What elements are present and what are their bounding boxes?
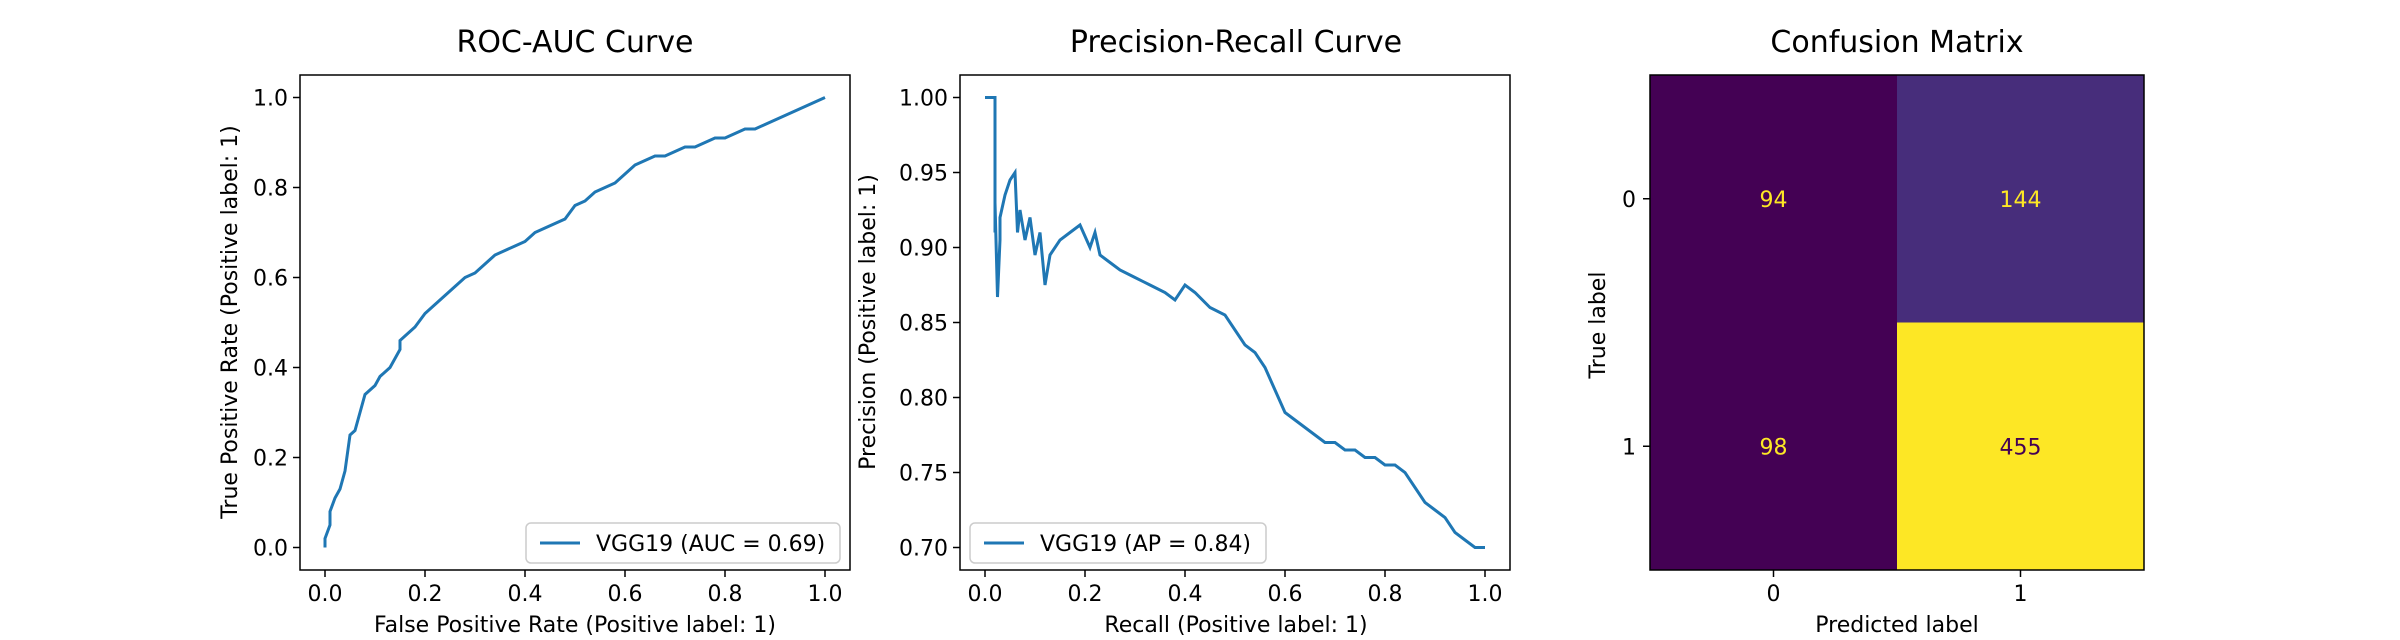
pr-y-tick-label: 0.95 [899,162,948,187]
cm-title: Confusion Matrix [1770,25,2023,60]
cm-cell-value: 94 [1760,188,1788,213]
roc-x-tick-label: 0.0 [308,582,343,607]
roc-legend-label: VGG19 (AUC = 0.69) [596,532,825,557]
roc-y-tick-label: 0.2 [253,447,288,472]
cm-y-tick-label: 0 [1622,188,1636,213]
pr-x-tick-label: 0.8 [1368,582,1403,607]
cm-cell-value: 144 [2000,188,2042,213]
cm-axes-frame [1649,74,2145,571]
cm-cell [1650,322,1897,570]
pr-x-tick-label: 1.0 [1468,582,1503,607]
pr-legend: VGG19 (AP = 0.84) [969,522,1267,564]
roc-axes-frame [299,74,851,571]
roc-y-tick-label: 0.6 [253,267,288,292]
pr-y-label: Precision (Positive label: 1) [856,174,881,470]
roc-panel: ROC-AUC Curve 0.0 0.2 0.4 0.6 0.8 1.0 0.00.20… [218,25,851,638]
roc-legend-box [525,522,841,564]
pr-x-tick-label: 0.2 [1068,582,1103,607]
roc-title: ROC-AUC Curve [456,25,693,60]
roc-x-tick-label: 0.8 [708,582,743,607]
roc-y-tick-label: 1.0 [253,87,288,112]
pr-y-tick-label: 0.70 [899,537,948,562]
cm-cell-value: 98 [1760,435,1788,460]
cm-x-tick-label: 1 [2014,582,2028,607]
cm-y-ticks: 01 [1622,188,1650,460]
pr-y-tick-label: 0.90 [899,237,948,262]
cm-y-tick-label: 1 [1622,435,1636,460]
roc-legend: VGG19 (AUC = 0.69) [525,522,841,564]
pr-curve [985,96,1485,549]
cm-cell [1897,75,2144,323]
roc-curve [323,96,826,548]
pr-x-tick-label: 0.6 [1268,582,1303,607]
roc-y-tick-label: 0.0 [253,537,288,562]
roc-x-tick-label: 0.6 [608,582,643,607]
pr-title: Precision-Recall Curve [1070,25,1402,60]
pr-x-ticks: 0.0 0.2 0.4 0.6 0.8 1.0 [968,570,1503,607]
pr-y-tick-label: 0.85 [899,312,948,337]
cm-x-label: Predicted label [1815,613,1978,638]
pr-x-label: Recall (Positive label: 1) [1104,613,1367,638]
pr-y-ticks: 0.70 0.75 0.80 0.85 0.90 0.95 1.00 [899,87,960,562]
roc-x-tick-label: 0.4 [508,582,543,607]
roc-y-label: True Positive Rate (Positive label: 1) [218,125,243,520]
cm-y-label: True label [1586,272,1611,380]
pr-legend-label: VGG19 (AP = 0.84) [1040,532,1251,557]
cm-cells: 94 144 98 455 [1650,75,2144,570]
cm-cell [1650,75,1897,323]
cm-cell-value: 455 [2000,435,2042,460]
pr-legend-box [969,522,1267,564]
pr-y-tick-label: 0.80 [899,387,948,412]
cm-cell [1897,322,2144,570]
roc-y-tick-label: 0.8 [253,177,288,202]
roc-x-label: False Positive Rate (Positive label: 1) [374,613,776,638]
pr-x-tick-label: 0.4 [1168,582,1203,607]
pr-y-tick-label: 0.75 [899,462,948,487]
pr-axes-frame [959,74,1511,571]
pr-x-tick-label: 0.0 [968,582,1003,607]
cm-x-tick-label: 0 [1767,582,1781,607]
pr-y-tick-label: 1.00 [899,87,948,112]
roc-y-tick-label: 0.4 [253,357,288,382]
roc-x-tick-label: 1.0 [808,582,843,607]
pr-panel: Precision-Recall Curve 0.0 0.2 0.4 0.6 0.8 1.… [856,25,1511,638]
roc-x-tick-label: 0.2 [408,582,443,607]
roc-x-ticks: 0.0 0.2 0.4 0.6 0.8 1.0 [308,570,843,607]
roc-y-ticks: 0.0 0.2 0.4 0.6 0.8 1.0 [253,87,300,562]
